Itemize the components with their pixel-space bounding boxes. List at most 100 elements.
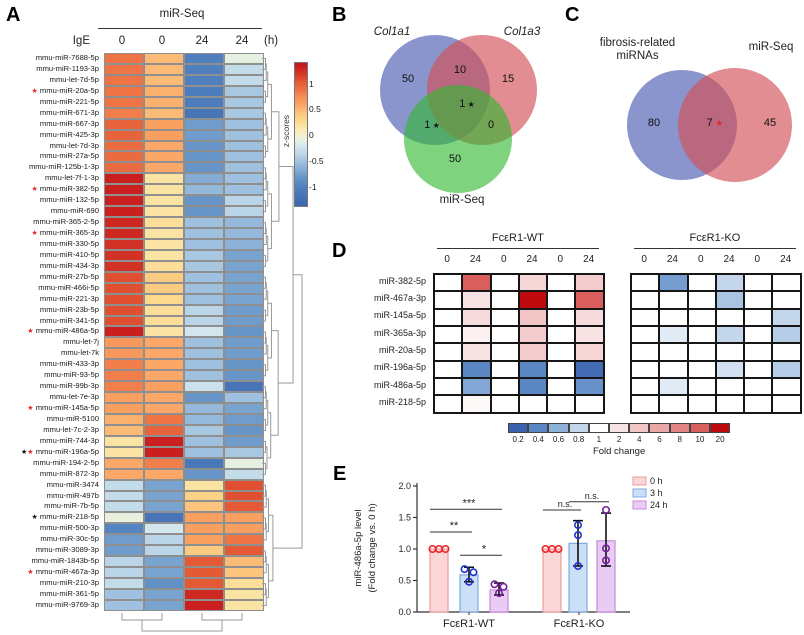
heatmap-cell [224,140,264,152]
fold-colorbar-segment [588,423,609,433]
heatmap-row-label: mmu-miR-361-5p [0,589,101,600]
heatmap-row: mmu-miR-500-3p [0,523,264,535]
heatmap-row-label: ★ mmu-miR-145a-5p [0,403,101,414]
heatmap-cell [104,304,144,316]
dendrogram-branch [267,193,272,250]
mirna-name: mmu-miR-221-5p [39,96,99,106]
venn-b-set3-label: miR-Seq [439,194,485,206]
dendrogram-branch [262,336,267,355]
fold-change-cell [575,274,604,292]
mirna-name: mmu-miR-466i-5p [38,282,99,292]
panel-d-grid-row [434,291,604,309]
venn-region-count: 50 [401,73,415,85]
heatmap-cell [224,282,264,294]
heatmap-row: mmu-let-7e-3p [0,392,264,403]
fold-colorbar-label: 4 [637,435,642,444]
heatmap-cell [144,315,184,327]
heatmap-cell [144,359,184,371]
heatmap-cell [104,217,144,228]
heatmap-cell [144,107,184,119]
panel-e-label: E [333,463,347,485]
panel-d-row-label: miR-467a-3p [373,292,426,303]
black-star-icon: ★ [430,121,440,130]
data-point [601,505,610,514]
heatmap-cell [224,260,264,272]
heatmap-row-cells [104,206,264,218]
heatmap-cell [104,370,144,382]
heatmap-cell [184,293,224,305]
legend-swatch [632,500,647,510]
heatmap-row-label: mmu-miR-27b-5p [0,272,101,283]
fold-change-cell [631,343,660,361]
fold-change-cell [490,291,519,309]
heatmap-cell [104,392,144,403]
fold-change-cell [687,395,716,413]
panel-a-col-label: 0 [158,35,166,47]
heatmap-cell [144,206,184,218]
panel-a-label: A [6,4,21,26]
fold-change-cell [462,395,491,413]
dendrogram-branch [262,440,266,453]
fold-colorbar-segment [609,423,630,433]
fold-change-cell [744,395,773,413]
dendrogram-branch [265,446,268,470]
heatmap-cell [104,501,144,513]
panel-d-col-label: 0 [500,254,507,265]
heatmap-row-label: mmu-miR-425-3p [0,130,101,141]
heatmap-row-label: mmu-miR-7688-5p [0,53,101,64]
heatmap-row-label: mmu-miR-497b [0,491,101,502]
heatmap-row-cells [104,74,264,86]
fold-change-cell [772,343,801,361]
heatmap-cell [104,228,144,239]
heatmap-row: ★★ mmu-miR-196a-5p [0,446,264,458]
heatmap-cell [144,468,184,480]
heatmap-cell [184,348,224,360]
legend-swatch [632,488,647,498]
venn-c-set2-label: miR-Seq [748,41,794,53]
fold-change-cell [659,395,688,413]
heatmap-row: ★ mmu-miR-467a-3p [0,567,264,578]
data-point [441,545,450,554]
panel-d-grid-row [631,274,801,292]
panel-d-col-label: 24 [583,254,595,265]
fold-colorbar-label: 20 [715,435,725,444]
heatmap-row-label: mmu-miR-27a-5p [0,151,101,162]
heatmap-row-label: mmu-miR-7b-5p [0,501,101,512]
heatmap-row-cells [104,479,264,491]
heatmap-cell [184,74,224,86]
heatmap-row-cells [104,107,264,119]
mirna-name: mmu-miR-1843b-5p [31,556,99,566]
heatmap-cell [184,567,224,578]
heatmap-row-cells [104,217,264,228]
panel-a-col-label: 24 [235,35,249,47]
heatmap-cell [104,490,144,502]
mirna-name: mmu-let-7d-5p [49,74,99,84]
fold-change-cell [744,343,773,361]
fold-change-cell [687,326,716,344]
mirna-name: mmu-miR-3089-3p [35,545,99,555]
heatmap-cell [104,479,144,491]
heatmap-row-label: mmu-miR-872-3p [0,469,101,480]
heatmap-cell [224,490,264,502]
heatmap-cell [144,501,184,513]
fold-change-cell [772,291,801,309]
venn-circle [404,85,512,193]
heatmap-cell [104,523,144,535]
heatmap-cell [224,74,264,86]
heatmap-cell [184,534,224,546]
data-point [554,545,563,554]
fold-colorbar-segment [528,423,549,433]
mirna-name: mmu-miR-330-5p [39,238,99,248]
mirna-name: mmu-let-7f-1-3p [44,173,99,183]
heatmap-cell [144,457,184,469]
fold-change-cell [772,274,801,292]
fold-change-cell [631,308,660,327]
heatmap-cell [224,304,264,316]
fold-change-cell [434,291,463,309]
fold-colorbar-segment [710,423,731,433]
heatmap-cell [224,96,264,108]
heatmap-cell [104,381,144,393]
heatmap-cell [224,435,264,447]
fold-colorbar-label: 2 [616,435,622,444]
panel-e-bar-chart: 0.0 0.5 1.0 1.5 2.0 miR-486a-5p level (Fold ch… [353,476,668,630]
